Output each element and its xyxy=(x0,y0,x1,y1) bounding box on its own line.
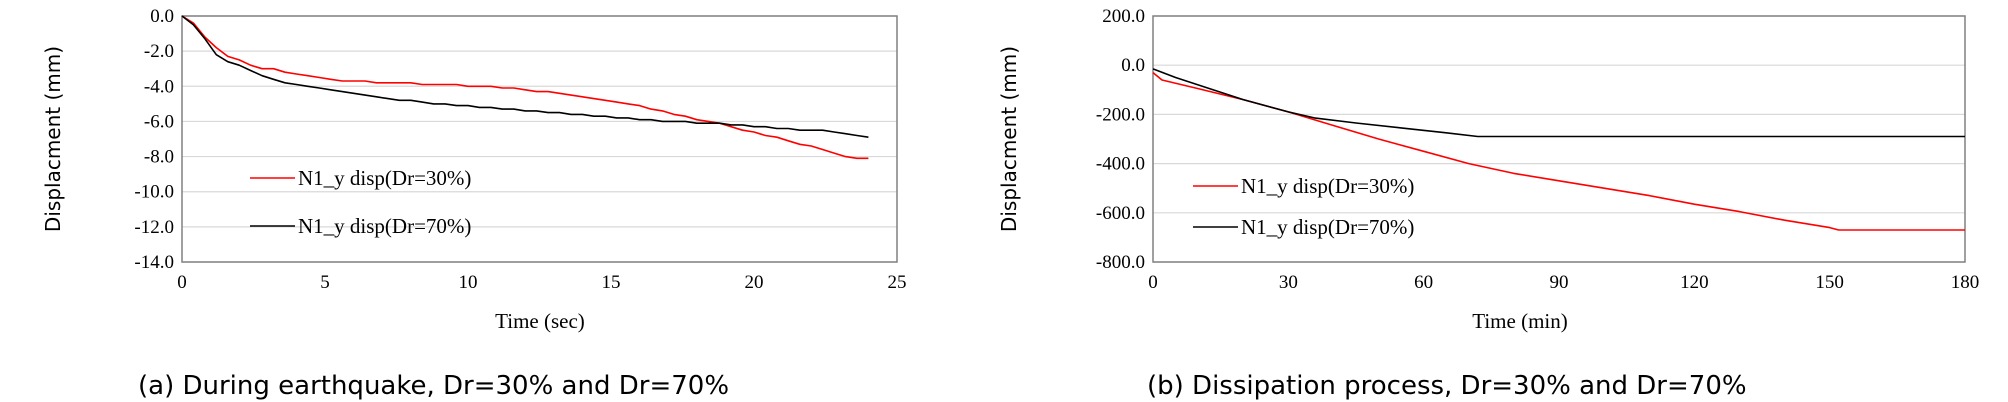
chart-b-x-tick-label: 120 xyxy=(1680,272,1709,293)
chart-b-y-axis-label: Displacment (mm) xyxy=(997,46,1021,232)
chart-b-x-tick-label: 60 xyxy=(1414,272,1433,293)
chart-a-x-tick-label: 15 xyxy=(602,272,621,293)
chart-a-series-line-dr70 xyxy=(181,15,869,138)
chart-a-y-tick-label: -2.0 xyxy=(144,41,174,62)
chart-a-x-tick-label: 20 xyxy=(745,272,764,293)
chart-a-legend: N1_y disp(Dr=30%) N1_y disp(Dr=70%) xyxy=(250,166,471,238)
chart-a-y-tick-label: -4.0 xyxy=(144,76,174,97)
chart-a-series xyxy=(181,15,869,160)
chart-b-legend-label-dr70: N1_y disp(Dr=70%) xyxy=(1241,215,1414,239)
chart-b-legend: N1_y disp(Dr=30%) N1_y disp(Dr=70%) xyxy=(1193,174,1414,239)
chart-b-x-tick-label: 90 xyxy=(1550,272,1569,293)
chart-a-y-tick-label: -14.0 xyxy=(134,252,174,273)
chart-b-y-tick-label: -800.0 xyxy=(1096,252,1145,273)
chart-b-y-tick-label: 200.0 xyxy=(1102,6,1145,27)
chart-b-legend-label-dr30: N1_y disp(Dr=30%) xyxy=(1241,174,1414,198)
chart-a-y-tick-label: -6.0 xyxy=(144,111,174,132)
chart-b-x-axis-label: Time (min) xyxy=(1472,309,1567,333)
chart-a-legend-label-dr30: N1_y disp(Dr=30%) xyxy=(298,166,471,190)
chart-b-series-line-dr70 xyxy=(1152,68,1965,138)
chart-a-x-tick-label: 10 xyxy=(459,272,478,293)
chart-a-plot-frame xyxy=(181,15,898,263)
chart-b-y-tick-label: -400.0 xyxy=(1096,154,1145,175)
chart-b-x-tick-label: 180 xyxy=(1951,272,1980,293)
chart-b-x-tick-label: 150 xyxy=(1815,272,1844,293)
chart-a-y-tick-label: -12.0 xyxy=(134,217,174,238)
chart-b-y-tick-label: 0.0 xyxy=(1121,55,1145,76)
chart-b-y-tick-label: -600.0 xyxy=(1096,203,1145,224)
chart-a-gridlines xyxy=(182,15,897,263)
chart-a-x-axis-label: Time (sec) xyxy=(495,309,585,333)
chart-b-x-tick-label: 30 xyxy=(1279,272,1298,293)
chart-b-plot-frame xyxy=(1152,15,1966,263)
chart-b-series xyxy=(1152,68,1965,231)
chart-a-x-ticks: 0 5 10 15 20 25 xyxy=(177,272,906,293)
chart-a-series-line-dr30 xyxy=(181,15,869,160)
chart-b-x-ticks: 0 30 60 90 120 150 180 xyxy=(1148,272,1979,293)
chart-a-y-ticks: 0.0 -2.0 -4.0 -6.0 -8.0 -10.0 -12.0 -14.0 xyxy=(134,6,174,273)
chart-a-legend-label-dr70: N1_y disp(Dr=70%) xyxy=(298,214,471,238)
chart-a-y-tick-label: -10.0 xyxy=(134,182,174,203)
chart-a: 0.0 -2.0 -4.0 -6.0 -8.0 -10.0 -12.0 -14.0 0 5 10 1… xyxy=(41,6,907,401)
chart-b-y-tick-label: -200.0 xyxy=(1096,104,1145,125)
chart-a-y-tick-label: -8.0 xyxy=(144,147,174,168)
chart-b-series-line-dr30 xyxy=(1152,71,1965,231)
chart-a-y-tick-label: 0.0 xyxy=(150,6,174,27)
chart-b-x-tick-label: 0 xyxy=(1148,272,1158,293)
chart-b-y-ticks: 200.0 0.0 -200.0 -400.0 -600.0 -800.0 xyxy=(1096,6,1145,273)
chart-b: 200.0 0.0 -200.0 -400.0 -600.0 -800.0 0 30 60 90… xyxy=(997,6,1979,401)
chart-a-caption: (a) During earthquake, Dr=30% and Dr=70% xyxy=(138,371,729,401)
chart-a-x-tick-label: 0 xyxy=(177,272,187,293)
chart-b-caption: (b) Dissipation process, Dr=30% and Dr=7… xyxy=(1147,371,1747,401)
chart-a-x-tick-label: 25 xyxy=(888,272,907,293)
chart-a-y-axis-label: Displacment (mm) xyxy=(41,46,65,232)
chart-a-x-tick-label: 5 xyxy=(320,272,330,293)
